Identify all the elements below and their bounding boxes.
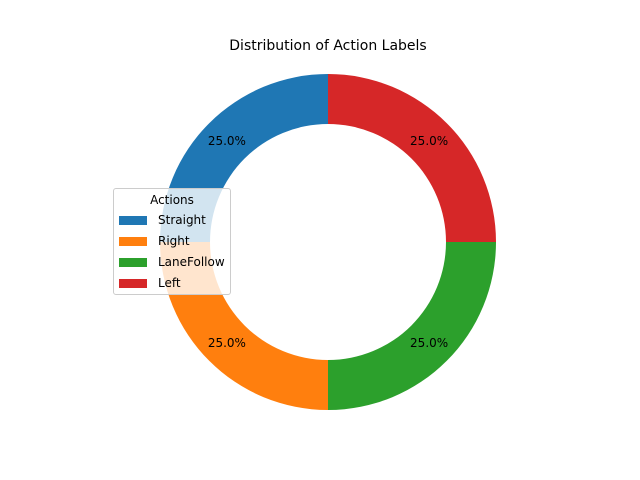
percent-labels: 25.0% 25.0% 25.0% 25.0% (208, 134, 448, 350)
legend-item-straight: Straight (119, 212, 206, 228)
legend-item-right: Right (119, 233, 190, 249)
legend-label: Straight (158, 213, 206, 227)
percent-label-lanefollow: 25.0% (410, 336, 448, 350)
legend-item-left: Left (119, 275, 181, 291)
legend-label: LaneFollow (158, 255, 225, 269)
slice-left (328, 74, 496, 242)
legend-title: Actions (150, 193, 194, 207)
legend-swatch (119, 215, 147, 225)
percent-label-left: 25.0% (410, 134, 448, 148)
chart-title: Distribution of Action Labels (229, 38, 426, 54)
legend-label: Right (158, 234, 190, 248)
percent-label-straight: 25.0% (208, 134, 246, 148)
legend: Actions Straight Right LaneFollow Left (113, 188, 231, 295)
percent-label-right: 25.0% (208, 336, 246, 350)
legend-swatch (119, 257, 147, 267)
slice-lanefollow (328, 242, 496, 410)
legend-label: Left (158, 276, 181, 290)
legend-swatch (119, 278, 147, 288)
legend-swatch (119, 236, 147, 246)
legend-item-lanefollow: LaneFollow (119, 254, 225, 270)
